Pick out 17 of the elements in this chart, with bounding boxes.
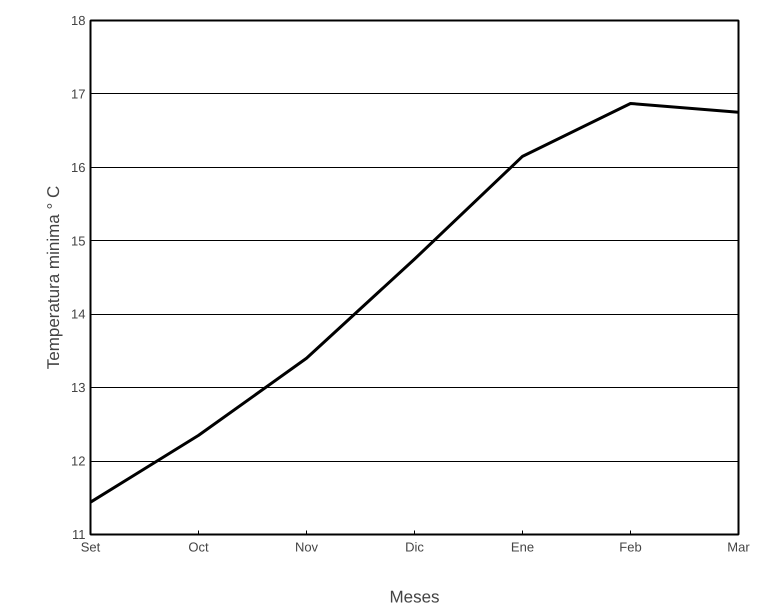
y-tick-label: 11 bbox=[72, 527, 86, 542]
x-tick-label: Set bbox=[80, 540, 101, 554]
y-axis-title: Temperatura minima ° C bbox=[44, 186, 64, 370]
y-tick-label: 14 bbox=[71, 306, 86, 322]
x-tick-label: Nov bbox=[294, 540, 319, 554]
x-tick-label: Mar bbox=[727, 540, 750, 554]
y-tick-label: 13 bbox=[71, 380, 86, 396]
x-tick-label: Ene bbox=[510, 540, 534, 554]
y-tick-label: 17 bbox=[71, 86, 86, 102]
x-tick-label: Dic bbox=[405, 540, 424, 554]
y-tick-label: 16 bbox=[71, 160, 86, 175]
x-axis-title: Meses bbox=[389, 588, 440, 606]
x-tick-label: Oct bbox=[188, 540, 209, 554]
y-tick-label: 12 bbox=[71, 454, 86, 469]
x-tick-label: Feb bbox=[619, 540, 642, 554]
y-tick-label: 18 bbox=[71, 13, 86, 28]
y-tick-label: 15 bbox=[71, 233, 86, 248]
